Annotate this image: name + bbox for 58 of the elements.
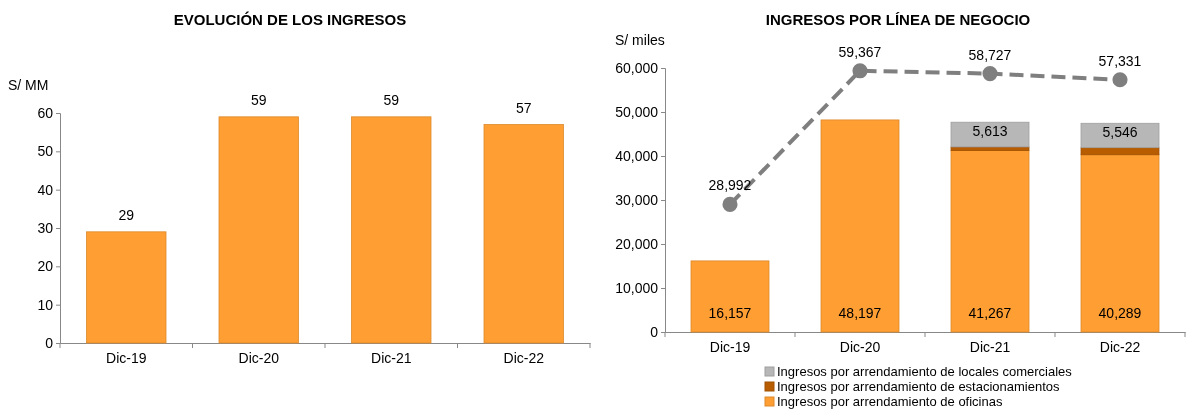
y-tick-label: 30,000 xyxy=(615,191,659,208)
y-tick-label: 0 xyxy=(45,334,54,351)
x-tick-label: Dic-21 xyxy=(371,349,412,366)
point xyxy=(722,196,738,212)
legend-label: Ingresos por arrendamiento de estacionamientos xyxy=(777,379,1061,394)
bar xyxy=(218,116,299,344)
point xyxy=(852,63,868,79)
data-label: 48,197 xyxy=(838,305,882,321)
y-tick-label: 50,000 xyxy=(615,103,659,120)
data-label: 58,727 xyxy=(968,46,1012,63)
x-tick-label: Dic-22 xyxy=(1099,338,1141,355)
y-tick-label: 0 xyxy=(650,323,659,340)
data-label: 57,331 xyxy=(1098,52,1142,69)
x-tick-label: Dic-19 xyxy=(106,349,147,366)
data-label: 40,289 xyxy=(1098,305,1142,321)
bar xyxy=(86,231,167,344)
chart-title: EVOLUCIÓN DE LOS INGRESOS xyxy=(173,11,407,28)
bar xyxy=(1080,122,1160,149)
y-tick-label: 40,000 xyxy=(615,147,659,164)
data-label: 59 xyxy=(383,91,400,108)
y-tick-label: 10 xyxy=(37,296,54,313)
y-tick-label: 40 xyxy=(37,181,54,198)
x-tick-label: Dic-20 xyxy=(839,338,881,355)
bar xyxy=(820,119,900,333)
bar xyxy=(1080,154,1160,333)
data-label: 28,992 xyxy=(708,177,752,194)
legend-label: Ingresos por arrendamiento de locales comerciales xyxy=(777,364,1073,379)
y-tick-label: 60,000 xyxy=(615,59,659,76)
y-axis-title: S/ miles xyxy=(615,32,665,48)
x-tick-label: Dic-21 xyxy=(969,338,1011,355)
point xyxy=(982,66,998,82)
x-tick-label: Dic-19 xyxy=(709,338,751,355)
bar xyxy=(950,150,1030,333)
data-label: 59 xyxy=(250,91,267,108)
y-axis-title: S/ MM xyxy=(8,77,49,93)
legend-label: Ingresos por arrendamiento de oficinas xyxy=(777,394,1003,409)
bar xyxy=(1080,147,1160,156)
bar xyxy=(690,260,770,333)
data-label: 29 xyxy=(118,206,135,223)
chart-title: INGRESOS POR LÍNEA DE NEGOCIO xyxy=(765,11,1031,28)
data-label: 5,613 xyxy=(972,122,1008,139)
y-tick-label: 30 xyxy=(37,219,54,236)
y-tick-label: 20,000 xyxy=(615,235,659,252)
data-label: 57 xyxy=(515,99,532,116)
y-tick-label: 20 xyxy=(37,258,54,275)
y-tick-label: 50 xyxy=(37,143,54,160)
y-tick-label: 10,000 xyxy=(615,279,659,296)
y-tick-label: 60 xyxy=(37,104,54,121)
data-label: 59,367 xyxy=(838,43,882,60)
data-label: 41,267 xyxy=(968,305,1012,321)
bar xyxy=(483,124,564,344)
data-label: 16,157 xyxy=(708,305,752,321)
point xyxy=(1112,72,1128,88)
bar xyxy=(950,121,1030,148)
data-label: 5,546 xyxy=(1102,123,1138,140)
x-tick-label: Dic-20 xyxy=(238,349,280,366)
bar xyxy=(351,116,432,344)
x-tick-label: Dic-22 xyxy=(503,349,545,366)
